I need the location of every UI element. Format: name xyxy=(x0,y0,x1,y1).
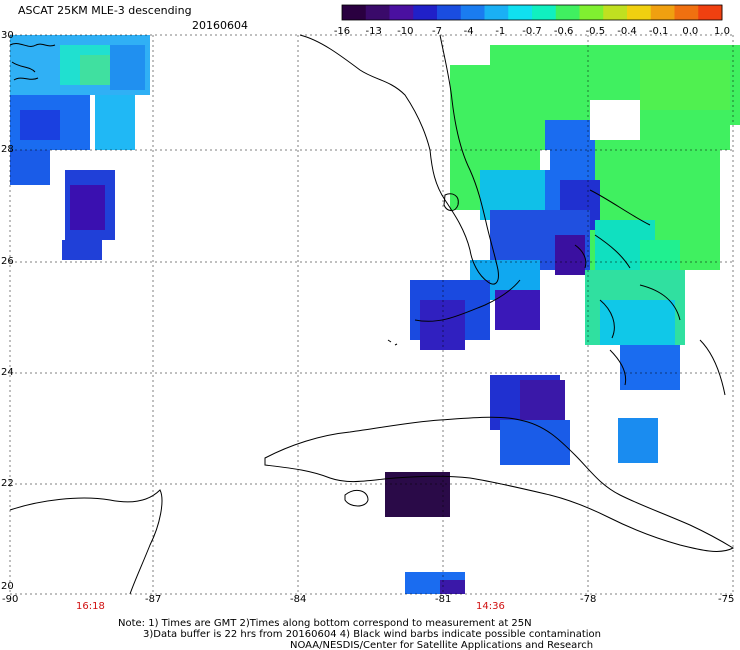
colorbar-swatch xyxy=(460,5,485,20)
colorbar-swatch xyxy=(698,5,723,20)
colorbar-label: -7 xyxy=(432,26,442,37)
note-line-2: 3)Data buffer is 22 hrs from 20160604 4)… xyxy=(143,629,601,640)
colorbar-swatch xyxy=(389,5,414,20)
colorbar-labels: -16 -13 -10 -7 -4 -1 -0.7 -0.6 -0.5 -0.4 -0.1 0.0 1.… xyxy=(334,26,730,37)
note-line-3: NOAA/NESDIS/Center for Satellite Applica… xyxy=(290,640,593,650)
time-label: 16:18 xyxy=(76,601,105,612)
colorbar-label: -1 xyxy=(495,26,505,37)
colorbar-label: -0.4 xyxy=(617,26,637,37)
colorbar-label: -13 xyxy=(365,26,381,37)
coastlines xyxy=(9,34,735,595)
colorbar-swatch xyxy=(413,5,438,20)
longitude-labels: -90 -87 -84 -81 -78 -75 xyxy=(2,594,734,605)
colorbar-swatch xyxy=(650,5,675,20)
colorbar-label: -0.5 xyxy=(586,26,606,37)
note-line-1: Note: 1) Times are GMT 2)Times along bot… xyxy=(118,618,532,629)
lon-label: -75 xyxy=(718,594,734,605)
latitude-labels: 30 28 26 24 22 20 xyxy=(1,30,14,592)
lon-label: -87 xyxy=(145,594,161,605)
colorbar-label: -4 xyxy=(464,26,474,37)
colorbar-label: -10 xyxy=(397,26,413,37)
lat-label: 20 xyxy=(1,581,14,592)
colorbar-swatch xyxy=(674,5,699,20)
colorbar-label: 1.0 xyxy=(714,26,730,37)
colorbar-label: -0.6 xyxy=(554,26,574,37)
colorbar-border xyxy=(341,4,723,21)
colorbar-swatch xyxy=(555,5,580,20)
colorbar-swatch xyxy=(484,5,509,20)
map-title: ASCAT 25KM MLE-3 descending xyxy=(18,4,192,17)
map-date: 20160604 xyxy=(192,19,248,32)
colorbar-label: 0.0 xyxy=(682,26,698,37)
lon-label: -90 xyxy=(2,594,18,605)
time-label: 14:36 xyxy=(476,601,505,612)
lon-label: -84 xyxy=(290,594,306,605)
colorbar-swatch xyxy=(437,5,462,20)
lat-label: 22 xyxy=(1,478,14,489)
colorbar-label: -16 xyxy=(334,26,350,37)
colorbar-swatch xyxy=(532,5,557,20)
colorbar-swatch xyxy=(603,5,628,20)
lon-label: -78 xyxy=(580,594,596,605)
lon-label: -81 xyxy=(435,594,451,605)
colorbar-swatch xyxy=(365,5,390,20)
colorbar-swatch xyxy=(342,5,367,20)
colorbar-swatch xyxy=(579,5,604,20)
data-swaths xyxy=(10,35,740,594)
lat-label: 26 xyxy=(1,256,14,267)
colorbar xyxy=(341,4,723,21)
lat-label: 28 xyxy=(1,144,14,155)
colorbar-swatch xyxy=(627,5,652,20)
colorbar-label: -0.1 xyxy=(649,26,669,37)
colorbar-label: -0.7 xyxy=(522,26,542,37)
lat-label: 24 xyxy=(1,367,14,378)
lat-label: 30 xyxy=(1,30,14,41)
colorbar-swatch xyxy=(508,5,533,20)
